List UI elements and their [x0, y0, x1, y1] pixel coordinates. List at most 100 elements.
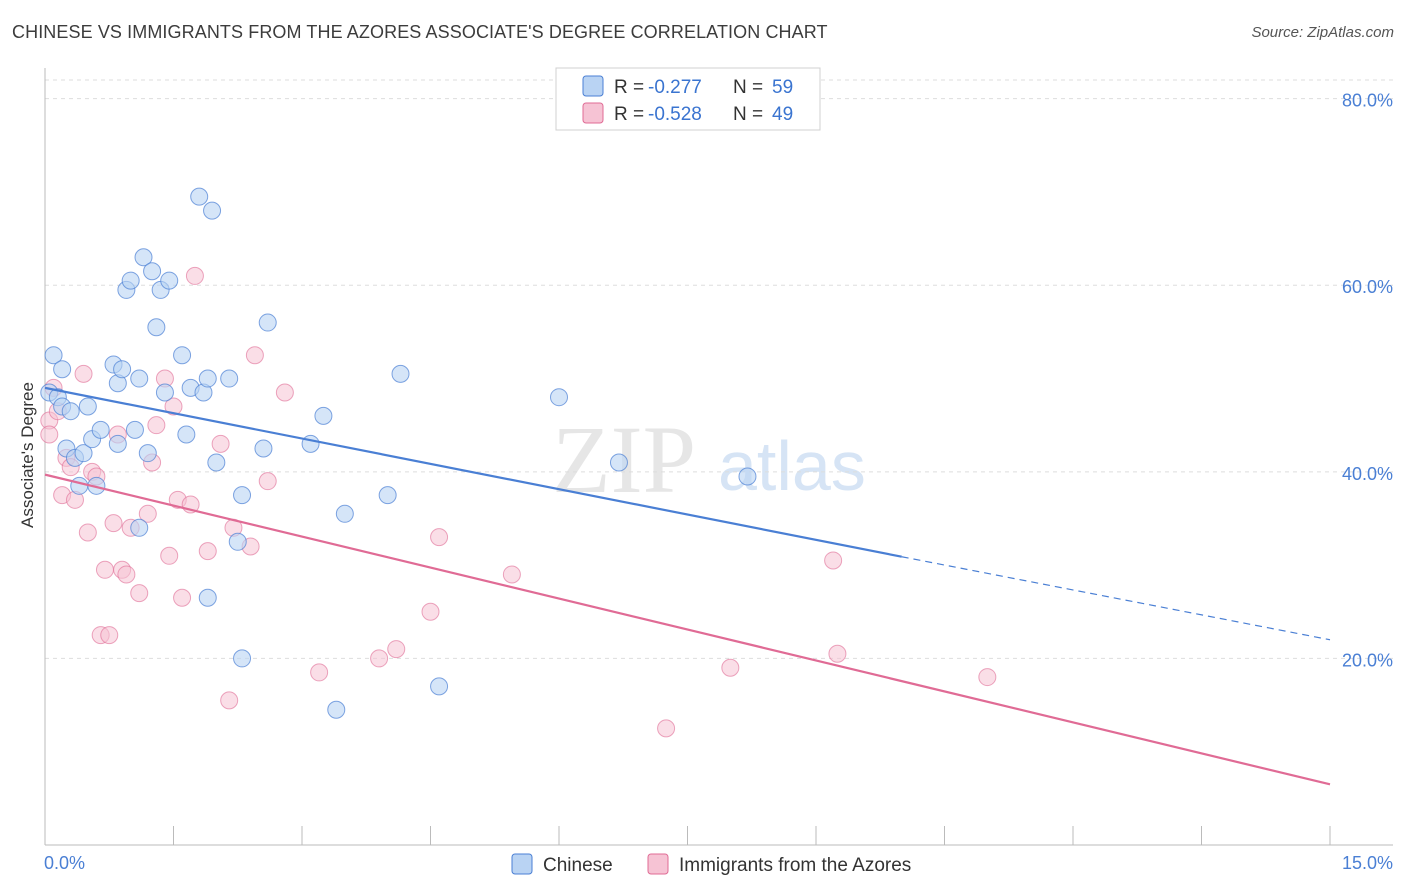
azores-point: [310, 663, 329, 682]
stats-n-label-azores: N =: [733, 104, 763, 125]
chinese-point: [113, 360, 132, 379]
chinese-point: [220, 369, 239, 388]
azores-point: [828, 644, 847, 663]
stats-r-value-chinese: -0.277: [648, 77, 702, 98]
chinese-point: [134, 248, 153, 267]
y-tick-label: 20.0%: [1342, 650, 1393, 670]
chinese-point: [203, 201, 222, 220]
chinese-point: [130, 369, 149, 388]
y-tick-label: 40.0%: [1342, 464, 1393, 484]
stats-legend-swatch-azores: [582, 102, 604, 124]
azores-point: [220, 691, 239, 710]
azores-point: [40, 425, 59, 444]
chinese-point: [327, 700, 346, 719]
azores-point: [430, 528, 449, 547]
x-tick-label: 15.0%: [1342, 853, 1393, 873]
chinese-point: [78, 397, 97, 416]
chinese-point: [198, 369, 217, 388]
trend-line-chinese-extension: [901, 556, 1331, 641]
gridlines: [45, 79, 1393, 659]
azores-point: [130, 584, 149, 603]
chinese-point: [108, 434, 127, 453]
azores-point: [117, 565, 136, 584]
azores-point: [160, 546, 179, 565]
y-tick-label: 80.0%: [1342, 91, 1393, 111]
chinese-point: [430, 677, 449, 696]
watermark-atlas: atlas: [718, 427, 866, 505]
azores-point: [824, 551, 843, 570]
azores-point: [95, 560, 114, 579]
chinese-point: [207, 453, 226, 472]
watermark: ZIP atlas: [552, 406, 866, 513]
chinese-point: [609, 453, 628, 472]
azores-point: [100, 626, 119, 645]
azores-point: [185, 266, 204, 285]
chinese-point: [44, 346, 63, 365]
stats-r-label-azores: R =: [614, 104, 644, 125]
stats-r-label-chinese: R =: [614, 77, 644, 98]
azores-point: [74, 364, 93, 383]
azores-point: [147, 416, 166, 435]
chinese-point: [301, 434, 320, 453]
chinese-point: [254, 439, 273, 458]
stats-legend: R = -0.277 N = 59 R = -0.528 N = 49: [555, 67, 821, 131]
chinese-point: [173, 346, 192, 365]
chinese-point: [233, 486, 252, 505]
azores-point: [370, 649, 389, 668]
chinese-point: [160, 271, 179, 290]
x-tick-labels: 0.0% 15.0%: [44, 853, 1393, 873]
azores-point: [978, 668, 997, 687]
series-chinese-points: [40, 187, 757, 719]
azores-point: [657, 719, 676, 738]
y-tick-label: 60.0%: [1342, 277, 1393, 297]
chinese-point: [378, 486, 397, 505]
legend-swatch-azores: [647, 853, 669, 875]
chinese-point: [70, 476, 89, 495]
azores-point: [245, 346, 264, 365]
chinese-point: [258, 313, 277, 332]
azores-point: [164, 397, 183, 416]
trend-line-azores: [44, 473, 1331, 786]
azores-point: [198, 542, 217, 561]
stats-n-value-chinese: 59: [772, 77, 793, 98]
chinese-point: [53, 360, 72, 379]
trend-lines: [44, 386, 1331, 786]
chinese-point: [550, 388, 568, 407]
chinese-point: [738, 467, 757, 486]
chart-source: Source: ZipAtlas.com: [1251, 24, 1394, 41]
chinese-point: [391, 364, 410, 383]
stats-n-value-azores: 49: [772, 104, 793, 125]
chinese-point: [138, 444, 157, 463]
chinese-point: [61, 402, 80, 421]
y-tick-labels: 80.0% 60.0% 40.0% 20.0%: [1342, 91, 1393, 671]
legend-swatch-chinese: [511, 853, 533, 875]
chinese-point: [228, 532, 247, 551]
series-legend: Chinese Immigrants from the Azores: [511, 853, 911, 876]
chinese-point: [198, 588, 217, 607]
trend-line-chinese: [44, 386, 902, 558]
chinese-point: [233, 649, 252, 668]
chinese-point: [314, 406, 333, 425]
azores-point: [138, 504, 157, 523]
azores-point: [104, 514, 123, 533]
azores-point: [502, 565, 521, 584]
azores-point: [721, 658, 740, 677]
chinese-point: [147, 318, 166, 337]
x-tick-label: 0.0%: [44, 853, 85, 873]
chart-title: CHINESE VS IMMIGRANTS FROM THE AZORES AS…: [12, 22, 828, 42]
stats-r-value-azores: -0.528: [648, 104, 702, 125]
chinese-point: [143, 262, 162, 281]
chinese-point: [121, 271, 140, 290]
axes: [44, 68, 1393, 846]
azores-point: [421, 602, 440, 621]
azores-point: [211, 434, 230, 453]
azores-point: [78, 523, 97, 542]
azores-point: [173, 588, 192, 607]
chinese-point: [130, 518, 149, 537]
chinese-point: [190, 187, 209, 206]
legend-label-azores: Immigrants from the Azores: [679, 855, 911, 876]
stats-legend-swatch-chinese: [582, 75, 604, 97]
azores-point: [275, 383, 294, 402]
azores-point: [258, 472, 277, 491]
